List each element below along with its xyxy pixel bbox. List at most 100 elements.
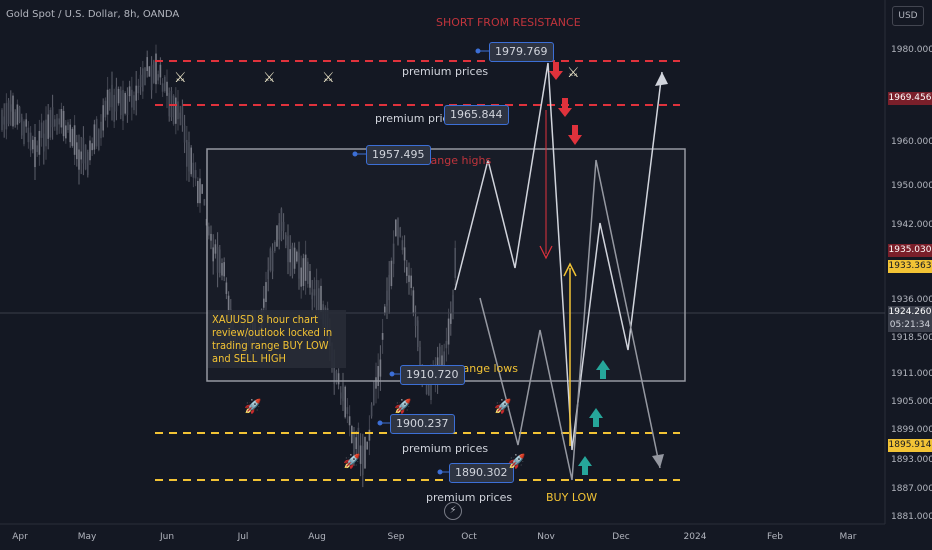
price-tick: 1899.000	[891, 425, 932, 435]
candle-body	[133, 95, 135, 111]
candle-body	[298, 252, 300, 279]
candle-body	[155, 53, 157, 85]
candle-body	[122, 89, 124, 121]
candle-body	[401, 240, 404, 251]
candle-body	[137, 85, 140, 94]
time-tick: Dec	[612, 532, 630, 542]
candle-body	[395, 219, 397, 237]
candle-body	[148, 66, 151, 77]
candle-body	[408, 275, 410, 282]
candle-body	[109, 92, 111, 108]
candle-body	[320, 285, 322, 312]
candle-body	[106, 89, 109, 115]
time-tick: Oct	[461, 532, 477, 542]
price-callout[interactable]: 1979.769	[489, 42, 554, 62]
candle-body	[91, 143, 93, 151]
candle-body	[100, 121, 102, 139]
candle-body	[201, 184, 203, 194]
time-tick: Aug	[308, 532, 326, 542]
candle-body	[368, 429, 371, 441]
lightning-icon[interactable]: ⚡	[444, 502, 462, 520]
projection-path-secondary[interactable]	[479, 159, 661, 481]
candle-body	[282, 221, 285, 231]
candle-body	[441, 355, 443, 371]
candle-body	[159, 64, 162, 78]
candle-body	[340, 392, 342, 399]
price-callout[interactable]: 1965.844	[444, 105, 509, 125]
last-price-tag: 1924.260	[888, 306, 932, 319]
price-tick: 1960.000	[891, 137, 932, 147]
candle-body	[177, 101, 179, 120]
candle-body	[269, 248, 272, 271]
candle-body	[419, 346, 421, 373]
price-tick: 1980.000	[891, 45, 932, 55]
price-tick: 1911.000	[891, 369, 932, 379]
price-tag-resistance: 1969.456	[888, 92, 932, 105]
time-tick: Jun	[159, 532, 175, 542]
candle-body	[1, 109, 3, 131]
projection-path-primary[interactable]	[454, 62, 663, 451]
symbol-legend[interactable]: Gold Spot / U.S. Dollar, 8h, OANDA	[6, 9, 180, 20]
candle-body	[157, 74, 159, 81]
time-tick: Jul	[237, 532, 249, 542]
candle-body	[428, 382, 430, 396]
candle-body	[397, 218, 399, 245]
candle-body	[29, 132, 32, 151]
candle-body	[450, 313, 452, 324]
candle-body	[18, 106, 21, 123]
projection-arrowhead-secondary	[652, 454, 664, 468]
time-tick: Apr	[12, 532, 28, 542]
candle-body	[104, 100, 107, 118]
candle-body	[227, 295, 230, 317]
candle-body	[406, 267, 408, 276]
price-callout[interactable]: 1890.302	[449, 463, 514, 483]
candle-body	[388, 274, 390, 301]
buy-target-arrowhead	[563, 262, 577, 277]
candle-body	[76, 142, 78, 160]
candle-body	[71, 128, 74, 146]
candle-body	[379, 359, 382, 377]
candle-body	[309, 271, 311, 288]
candle-body	[126, 95, 129, 115]
candle-body	[445, 340, 448, 349]
price-tick: 1950.000	[891, 181, 932, 191]
candle-body	[12, 95, 14, 127]
price-callout[interactable]: 1957.495	[366, 145, 431, 165]
candle-body	[210, 233, 212, 241]
candle-body	[153, 60, 155, 83]
rocket-icon: 🚀	[394, 399, 412, 415]
candle-body	[439, 346, 441, 370]
candle-body	[62, 110, 65, 137]
candle-body	[359, 445, 362, 464]
candle-body	[69, 124, 71, 143]
candle-body	[291, 245, 294, 276]
candle-body	[342, 382, 344, 402]
candle-body	[27, 127, 30, 143]
currency-button[interactable]: USD	[892, 6, 924, 26]
premium-label-low2: premium prices	[426, 491, 513, 504]
candle-body	[337, 373, 340, 385]
candle-body	[362, 445, 364, 475]
candle-body	[285, 235, 287, 246]
price-callout[interactable]: 1910.720	[400, 365, 465, 385]
candle-body	[315, 279, 318, 311]
candle-body	[179, 112, 181, 119]
candle-body	[399, 227, 401, 237]
candle-body	[21, 117, 23, 136]
candle-body	[403, 247, 406, 261]
callout-connectors	[352, 48, 490, 475]
short-target-arrowhead	[539, 245, 553, 260]
candle-body	[410, 275, 412, 288]
candle-body	[142, 68, 144, 92]
candle-body	[452, 295, 454, 314]
analysis-note[interactable]: XAUUSD 8 hour chart review/outlook locke…	[208, 310, 346, 368]
candle-body	[223, 262, 225, 277]
candle-body	[386, 290, 388, 306]
candle-body	[265, 282, 267, 303]
candle-body	[3, 116, 5, 125]
candle-body	[175, 97, 177, 124]
candle-body	[375, 377, 377, 389]
candle-body	[188, 141, 190, 172]
price-callout[interactable]: 1900.237	[390, 414, 455, 434]
candle-body	[150, 64, 153, 91]
